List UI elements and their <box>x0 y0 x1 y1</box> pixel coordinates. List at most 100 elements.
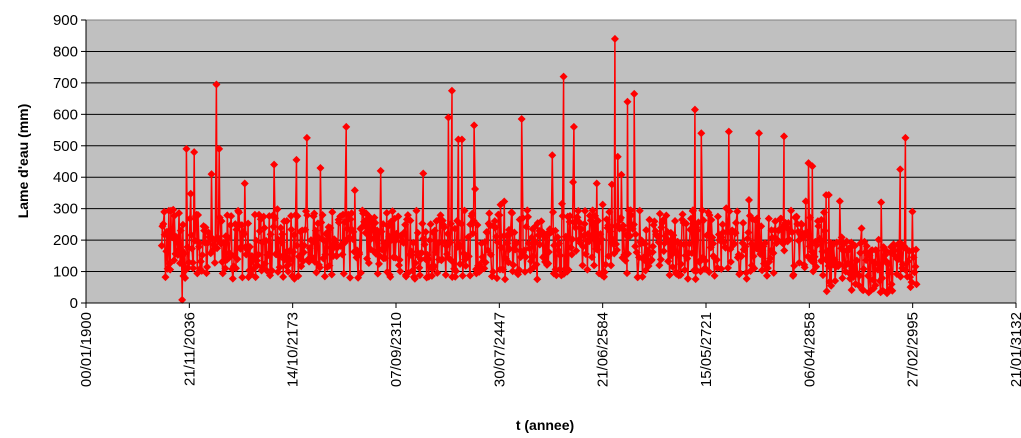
data-point <box>718 220 727 229</box>
data-point <box>380 254 389 263</box>
data-point <box>293 212 302 221</box>
data-point <box>626 206 635 215</box>
data-point <box>305 244 314 253</box>
data-point <box>648 242 657 251</box>
data-point <box>662 211 671 220</box>
data-point <box>375 251 384 260</box>
data-point <box>413 228 422 237</box>
data-point <box>522 222 531 231</box>
data-point <box>527 233 536 242</box>
data-point <box>464 252 473 261</box>
data-point <box>167 226 176 235</box>
data-point <box>571 223 580 232</box>
data-point <box>579 242 588 251</box>
data-point <box>500 197 509 206</box>
data-point <box>270 160 279 169</box>
data-point <box>178 220 187 229</box>
data-point <box>400 228 409 237</box>
data-point <box>792 212 801 221</box>
data-point <box>430 226 439 235</box>
data-point <box>725 207 734 216</box>
data-point <box>908 207 917 216</box>
data-point <box>308 237 317 246</box>
data-point <box>449 258 458 267</box>
data-point <box>250 210 259 219</box>
data-point <box>427 271 436 280</box>
data-point <box>325 261 334 270</box>
data-point <box>227 212 236 221</box>
data-point <box>190 148 199 157</box>
data-point <box>252 236 261 245</box>
data-point <box>409 238 418 247</box>
data-point <box>690 105 699 114</box>
data-point <box>629 220 638 229</box>
data-point <box>182 144 191 153</box>
data-point <box>769 249 778 258</box>
data-point <box>264 251 273 260</box>
series-group <box>157 34 921 304</box>
data-point <box>685 239 694 248</box>
data-point <box>776 214 785 223</box>
data-point <box>592 179 601 188</box>
data-point <box>683 254 692 263</box>
data-point <box>212 80 221 89</box>
data-point <box>157 241 166 250</box>
data-point <box>334 218 343 227</box>
data-point <box>578 261 587 270</box>
data-point <box>911 262 920 271</box>
data-point <box>245 242 254 251</box>
data-point <box>910 268 919 277</box>
data-point <box>682 219 691 228</box>
data-point <box>604 252 613 261</box>
data-point <box>753 214 762 223</box>
data-point <box>569 122 578 131</box>
data-point <box>173 250 182 259</box>
data-point <box>653 232 662 241</box>
data-point <box>361 228 370 237</box>
data-point <box>780 246 789 255</box>
data-point <box>217 217 226 226</box>
data-point <box>259 212 268 221</box>
data-point <box>446 238 455 247</box>
data-point <box>311 226 320 235</box>
data-point <box>697 129 706 138</box>
data-point <box>627 211 636 220</box>
data-point <box>203 263 212 272</box>
x-axis-title: t (annee) <box>516 417 574 433</box>
data-point <box>655 209 664 218</box>
y-tick-label: 500 <box>53 138 78 155</box>
data-point <box>433 268 442 277</box>
data-point <box>415 263 424 272</box>
data-point <box>172 233 181 242</box>
data-point <box>279 272 288 281</box>
y-tick-label: 300 <box>53 201 78 218</box>
data-point <box>523 206 532 215</box>
data-point <box>416 255 425 264</box>
data-point <box>468 229 477 238</box>
y-tick-label: 700 <box>53 75 78 92</box>
data-point <box>512 238 521 247</box>
data-point <box>800 263 809 272</box>
data-point <box>420 240 429 249</box>
data-point <box>633 273 642 282</box>
data-point <box>556 251 565 260</box>
data-point <box>521 253 530 262</box>
data-point <box>365 212 374 221</box>
data-point <box>509 260 518 269</box>
data-point <box>277 238 286 247</box>
data-point <box>763 264 772 273</box>
data-point <box>301 225 310 234</box>
data-point <box>624 249 633 258</box>
data-point <box>623 269 632 278</box>
data-point <box>174 209 183 218</box>
data-point <box>178 295 187 304</box>
data-point <box>237 221 246 230</box>
data-point <box>267 266 276 275</box>
data-point <box>458 271 467 280</box>
data-point <box>780 132 789 141</box>
data-point <box>559 72 568 81</box>
data-point <box>514 265 523 274</box>
data-point <box>162 247 171 256</box>
data-point <box>593 245 602 254</box>
